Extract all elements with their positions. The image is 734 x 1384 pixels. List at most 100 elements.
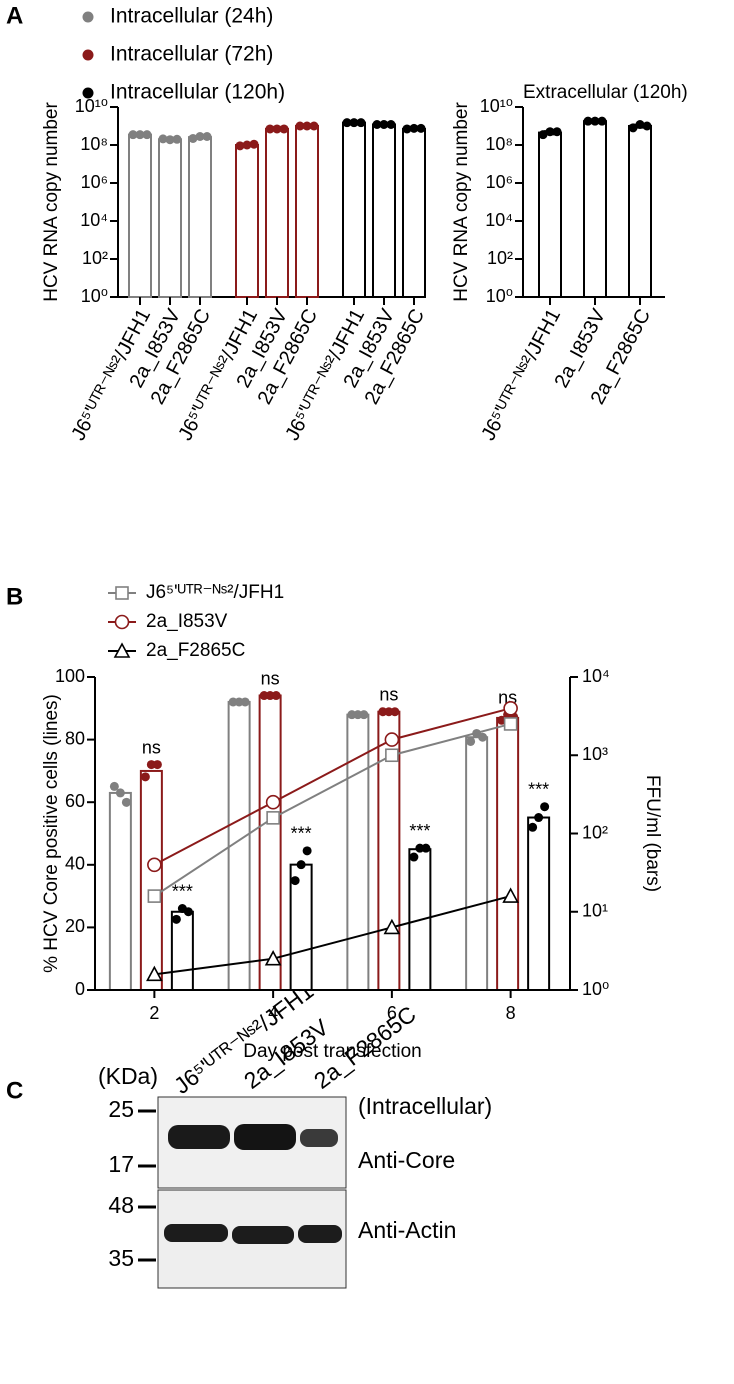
data-point — [421, 843, 431, 853]
bar — [465, 736, 489, 991]
y-tick-label: 0 — [75, 979, 85, 999]
bar — [496, 716, 520, 992]
band — [300, 1129, 338, 1147]
x-tick-label: J6⁵'ᵁᵀᴿ⁻ᴺˢ²/JFH1 — [477, 305, 565, 444]
band — [168, 1125, 230, 1149]
panel-letter: A — [6, 2, 23, 29]
data-point — [583, 116, 593, 126]
data-point — [249, 139, 259, 149]
y-axis-label: HCV RNA copy number — [41, 102, 62, 302]
y-tick-label: 80 — [65, 728, 85, 748]
data-point — [402, 124, 412, 134]
data-point — [538, 130, 548, 140]
significance-label: *** — [291, 824, 312, 844]
data-point — [642, 121, 652, 131]
y-tick-label: 10² — [82, 248, 108, 268]
data-point — [171, 914, 181, 924]
bar — [108, 791, 132, 991]
data-point — [296, 860, 306, 870]
x-tick-label: 2 — [149, 1003, 159, 1023]
line-marker — [264, 950, 282, 966]
data-point — [349, 118, 359, 128]
line-marker — [384, 732, 400, 747]
data-point — [409, 852, 419, 862]
bar — [628, 125, 652, 298]
band — [234, 1124, 296, 1150]
line-marker — [114, 614, 130, 630]
antibody-label: Anti-Core — [358, 1147, 455, 1173]
y-tick-label: 10¹⁰ — [480, 96, 513, 116]
line-marker — [503, 717, 518, 731]
y-tick-label: 100 — [55, 666, 85, 686]
line-marker — [113, 642, 131, 658]
data-point — [302, 121, 312, 131]
data-point — [290, 876, 300, 886]
data-point — [416, 123, 426, 133]
data-point — [528, 822, 538, 832]
y-tick-label: 10⁶ — [486, 172, 513, 192]
panel-letter: B — [6, 583, 23, 610]
blot: (KDa) 25 17 48 35 J6⁵'ᵁᵀᴿ⁻ᴺˢ²/JFH1 2a_I8… — [98, 977, 492, 1289]
data-point — [265, 124, 275, 134]
y-tick-label: 10⁸ — [80, 134, 108, 154]
line-marker — [146, 965, 163, 982]
data-point — [279, 124, 289, 134]
legend-label: 2a_F2865C — [146, 640, 245, 661]
bar — [583, 120, 607, 298]
line-marker — [147, 857, 162, 873]
bar — [538, 131, 562, 298]
data-point — [540, 802, 550, 812]
bar — [188, 136, 212, 298]
y-axis-label: % HCV Core positive cells (lines) — [41, 694, 62, 973]
bar — [402, 127, 426, 298]
y-tick-label: 10⁶ — [81, 172, 108, 192]
fraction-label: (Intracellular) — [358, 1093, 492, 1119]
data-point — [121, 797, 131, 807]
data-point — [628, 123, 638, 133]
y-tick-label: 20 — [65, 916, 85, 936]
y-tick-label: 60 — [65, 791, 85, 811]
data-point — [342, 118, 352, 128]
data-point — [135, 130, 145, 140]
data-point — [309, 121, 319, 131]
x-tick-label: 6 — [387, 1003, 397, 1023]
data-point — [165, 135, 175, 145]
legend-label: Intracellular (72h) — [110, 43, 273, 66]
y2-tick-label: 10¹ — [582, 901, 608, 921]
data-point — [390, 707, 400, 717]
data-point — [552, 127, 562, 137]
band — [298, 1225, 342, 1243]
data-point — [478, 732, 488, 742]
band — [232, 1226, 294, 1244]
y2-tick-label: 10³ — [582, 744, 608, 764]
line — [154, 895, 511, 976]
y2-tick-label: 10⁴ — [582, 666, 610, 686]
data-point — [295, 121, 305, 131]
significance-label: *** — [172, 881, 193, 901]
data-point — [545, 127, 555, 137]
y-tick-label: 40 — [65, 854, 85, 874]
line — [153, 707, 511, 866]
bar — [139, 769, 163, 991]
data-point — [115, 788, 125, 798]
data-point — [242, 140, 252, 150]
data-point — [202, 132, 212, 142]
data-point — [356, 118, 366, 128]
data-point — [183, 907, 193, 917]
data-point — [195, 132, 205, 142]
legend-marker — [82, 11, 94, 23]
data-point — [466, 736, 476, 746]
x-tick-label: 4 — [268, 1003, 278, 1023]
data-point — [409, 123, 419, 133]
bar — [295, 125, 319, 298]
line-marker — [385, 748, 399, 763]
legend-label: Intracellular (24h) — [110, 5, 273, 28]
data-point — [188, 133, 198, 143]
bar — [265, 127, 289, 298]
y-tick-label: 10⁰ — [81, 286, 108, 306]
marker-label: 25 — [108, 1096, 134, 1122]
y-tick-label: 10⁰ — [486, 286, 513, 306]
line-marker — [147, 889, 162, 903]
bar — [527, 816, 551, 991]
